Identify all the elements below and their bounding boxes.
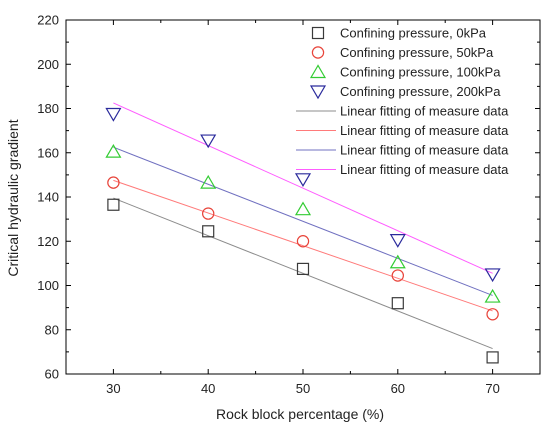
point-confining-pressure-200kpa-30 xyxy=(105,107,122,122)
y-tick-label-180: 180 xyxy=(37,101,59,116)
x-tick-label-30: 30 xyxy=(106,381,120,396)
legend-label-confining-pressure-100kpa: Confining pressure, 100kPa xyxy=(340,65,501,80)
legend-label-confining-pressure-50kpa: Confining pressure, 50kPa xyxy=(340,45,494,60)
point-confining-pressure-50kpa-60 xyxy=(391,269,404,282)
legend-fit-label-4: Linear fitting of measure data xyxy=(340,162,509,177)
point-confining-pressure-0kpa-30 xyxy=(107,198,120,211)
y-tick-label-160: 160 xyxy=(37,145,59,160)
axes: 30 40 50 60 70 60 80 100 120 140 160 180 200 220 xyxy=(37,13,541,396)
legend: Confining pressure, 0kPa Confining pressu… xyxy=(296,26,509,177)
fit-line-1 xyxy=(113,197,493,350)
y-tick-label-100: 100 xyxy=(37,278,59,293)
y-tick-label-60: 60 xyxy=(45,367,59,382)
fit-lines xyxy=(113,102,493,350)
series-confining-pressure-100kpa xyxy=(105,143,501,303)
series-confining-pressure-200kpa xyxy=(105,107,501,283)
point-confining-pressure-50kpa-40 xyxy=(201,207,215,220)
point-confining-pressure-50kpa-50 xyxy=(296,235,310,248)
x-axis-label: Rock block percentage (%) xyxy=(216,406,384,422)
legend-label-confining-pressure-0kpa: Confining pressure, 0kPa xyxy=(340,26,487,41)
legend-fit-label-3: Linear fitting of measure data xyxy=(340,143,509,158)
y-tick-label-140: 140 xyxy=(37,190,59,205)
point-confining-pressure-0kpa-40 xyxy=(202,225,215,238)
fit-line-3 xyxy=(113,146,493,296)
point-confining-pressure-50kpa-70 xyxy=(486,308,499,321)
legend-symbol-confining-pressure-0kpa xyxy=(311,26,325,40)
x-tick-label-40: 40 xyxy=(201,381,215,396)
point-confining-pressure-0kpa-70 xyxy=(486,351,499,364)
legend-label-confining-pressure-200kpa: Confining pressure, 200kPa xyxy=(340,84,501,99)
point-confining-pressure-200kpa-60 xyxy=(389,234,406,248)
point-confining-pressure-200kpa-50 xyxy=(294,173,312,187)
point-confining-pressure-100kpa-70 xyxy=(484,288,501,303)
point-confining-pressure-0kpa-60 xyxy=(391,297,404,310)
point-confining-pressure-100kpa-50 xyxy=(294,201,312,216)
y-tick-label-80: 80 xyxy=(45,322,59,337)
fit-line-4 xyxy=(113,102,493,274)
x-tick-label-70: 70 xyxy=(485,381,499,396)
fit-line-2 xyxy=(113,179,493,312)
series-confining-pressure-50kpa xyxy=(107,176,499,321)
x-tick-label-50: 50 xyxy=(296,381,310,396)
legend-fit-label-1: Linear fitting of measure data xyxy=(340,104,509,119)
point-confining-pressure-100kpa-30 xyxy=(105,143,122,158)
point-confining-pressure-200kpa-70 xyxy=(484,268,501,283)
series-confining-pressure-0kpa xyxy=(107,198,499,364)
point-confining-pressure-200kpa-40 xyxy=(200,134,217,149)
y-axis-label: Critical hydraulic gradient xyxy=(5,119,21,276)
y-tick-label-120: 120 xyxy=(37,234,59,249)
point-confining-pressure-100kpa-40 xyxy=(200,174,217,189)
legend-symbol-confining-pressure-100kpa xyxy=(309,64,327,79)
markers xyxy=(105,107,501,364)
legend-fit-label-2: Linear fitting of measure data xyxy=(340,123,509,138)
y-tick-label-220: 220 xyxy=(37,13,59,28)
legend-symbol-confining-pressure-50kpa xyxy=(311,46,325,59)
point-confining-pressure-50kpa-30 xyxy=(107,176,120,189)
legend-symbol-confining-pressure-200kpa xyxy=(309,85,327,100)
point-confining-pressure-100kpa-60 xyxy=(389,254,406,269)
x-tick-label-60: 60 xyxy=(391,381,405,396)
y-tick-label-200: 200 xyxy=(37,57,59,72)
point-confining-pressure-0kpa-50 xyxy=(296,262,310,276)
